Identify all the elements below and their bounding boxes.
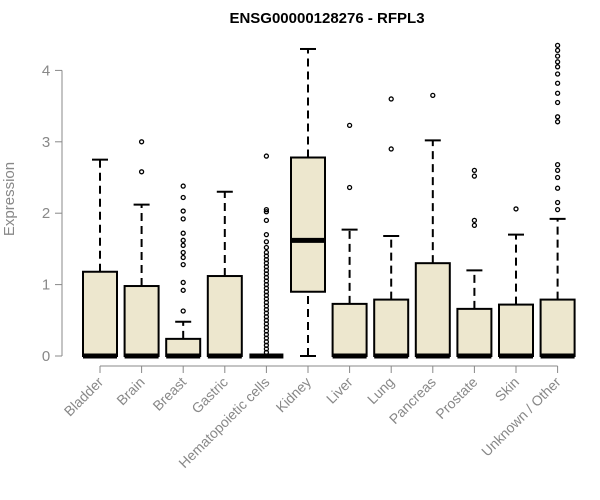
box-breast	[165, 183, 202, 359]
box-skin	[498, 206, 534, 359]
outlier-point	[554, 90, 561, 96]
outlier-point	[554, 199, 561, 206]
outlier-point	[554, 185, 561, 191]
box-body	[123, 285, 160, 358]
outlier-point	[471, 173, 478, 179]
box-prostate	[456, 167, 493, 359]
box-unknown-other	[539, 42, 576, 359]
y-tick-label: 0	[42, 348, 50, 365]
outlier-point	[471, 217, 478, 223]
outlier-point	[138, 139, 145, 145]
outlier-point	[554, 47, 561, 54]
y-tick-label: 4	[42, 62, 50, 79]
outlier-point	[263, 217, 270, 223]
box-body	[414, 262, 451, 357]
chart-title: ENSG00000128276 - RFPL3	[229, 10, 424, 27]
outlier-point	[388, 146, 394, 152]
box-pancreas	[414, 92, 451, 359]
outlier-point	[180, 279, 186, 286]
category-label: Skin	[492, 374, 523, 405]
outlier-point	[180, 261, 186, 268]
box-body	[373, 298, 410, 357]
outlier-point	[554, 59, 561, 65]
category-label: Liver	[323, 374, 356, 407]
box-body	[82, 270, 118, 357]
outlier-point	[554, 119, 561, 125]
outlier-point	[513, 206, 519, 212]
outlier-point	[180, 194, 186, 201]
outlier-point	[554, 161, 561, 168]
outlier-point	[138, 169, 145, 175]
outlier-point	[554, 99, 561, 106]
box-kidney	[290, 47, 326, 357]
outlier-point	[180, 254, 186, 261]
boxes	[82, 42, 576, 359]
box-liver	[331, 122, 368, 359]
outlier-point	[180, 287, 186, 293]
y-tick-label: 2	[42, 205, 50, 222]
outlier-point	[554, 80, 561, 86]
box-body	[331, 302, 368, 357]
outlier-point	[180, 249, 186, 256]
outlier-point	[180, 308, 186, 314]
outlier-point	[180, 183, 186, 189]
outlier-point	[180, 242, 186, 248]
box-brain	[123, 139, 160, 359]
y-tick-label: 1	[42, 277, 50, 294]
y-axis-label: Expression	[1, 162, 18, 236]
category-label: Breast	[149, 374, 189, 414]
outlier-point	[554, 114, 561, 120]
outlier-point	[554, 64, 561, 70]
category-label: Brain	[113, 374, 147, 408]
box-hematopoietic-cells	[249, 153, 284, 359]
outlier-point	[554, 53, 561, 59]
box-bladder	[82, 158, 118, 359]
box-body	[498, 303, 534, 358]
outlier-point	[554, 174, 561, 181]
outlier-point	[263, 209, 270, 215]
box-body	[539, 298, 576, 357]
box-body	[206, 275, 243, 358]
outlier-point	[346, 184, 353, 191]
outlier-point	[263, 244, 270, 251]
outlier-point	[180, 230, 186, 236]
outlier-point	[346, 122, 353, 129]
category-label: Prostate	[432, 374, 480, 422]
outlier-point	[554, 206, 561, 213]
outlier-point	[554, 167, 561, 174]
outlier-point	[430, 92, 436, 99]
category-label: Bladder	[61, 374, 107, 420]
outlier-point	[180, 237, 186, 243]
outlier-point	[471, 167, 478, 174]
y-tick-label: 3	[42, 134, 50, 151]
box-body	[456, 307, 493, 358]
box-body	[290, 156, 326, 293]
category-label: Kidney	[273, 374, 315, 416]
box-body	[165, 337, 202, 358]
outlier-point	[554, 42, 561, 49]
outlier-point	[180, 216, 186, 222]
outlier-point	[263, 249, 270, 256]
category-label: Lung	[364, 374, 397, 407]
box-lung	[373, 96, 410, 359]
outlier-point	[263, 206, 270, 213]
category-label: Unknown / Other	[478, 374, 564, 460]
outlier-point	[554, 71, 561, 77]
outlier-point	[263, 239, 270, 245]
outlier-point	[263, 153, 270, 159]
outlier-point	[180, 208, 186, 214]
outlier-point	[471, 222, 478, 228]
box-gastric	[206, 190, 243, 359]
outlier-point	[263, 231, 270, 238]
axes: 0 1 2 3 4	[42, 62, 559, 373]
outlier-point	[388, 96, 394, 102]
